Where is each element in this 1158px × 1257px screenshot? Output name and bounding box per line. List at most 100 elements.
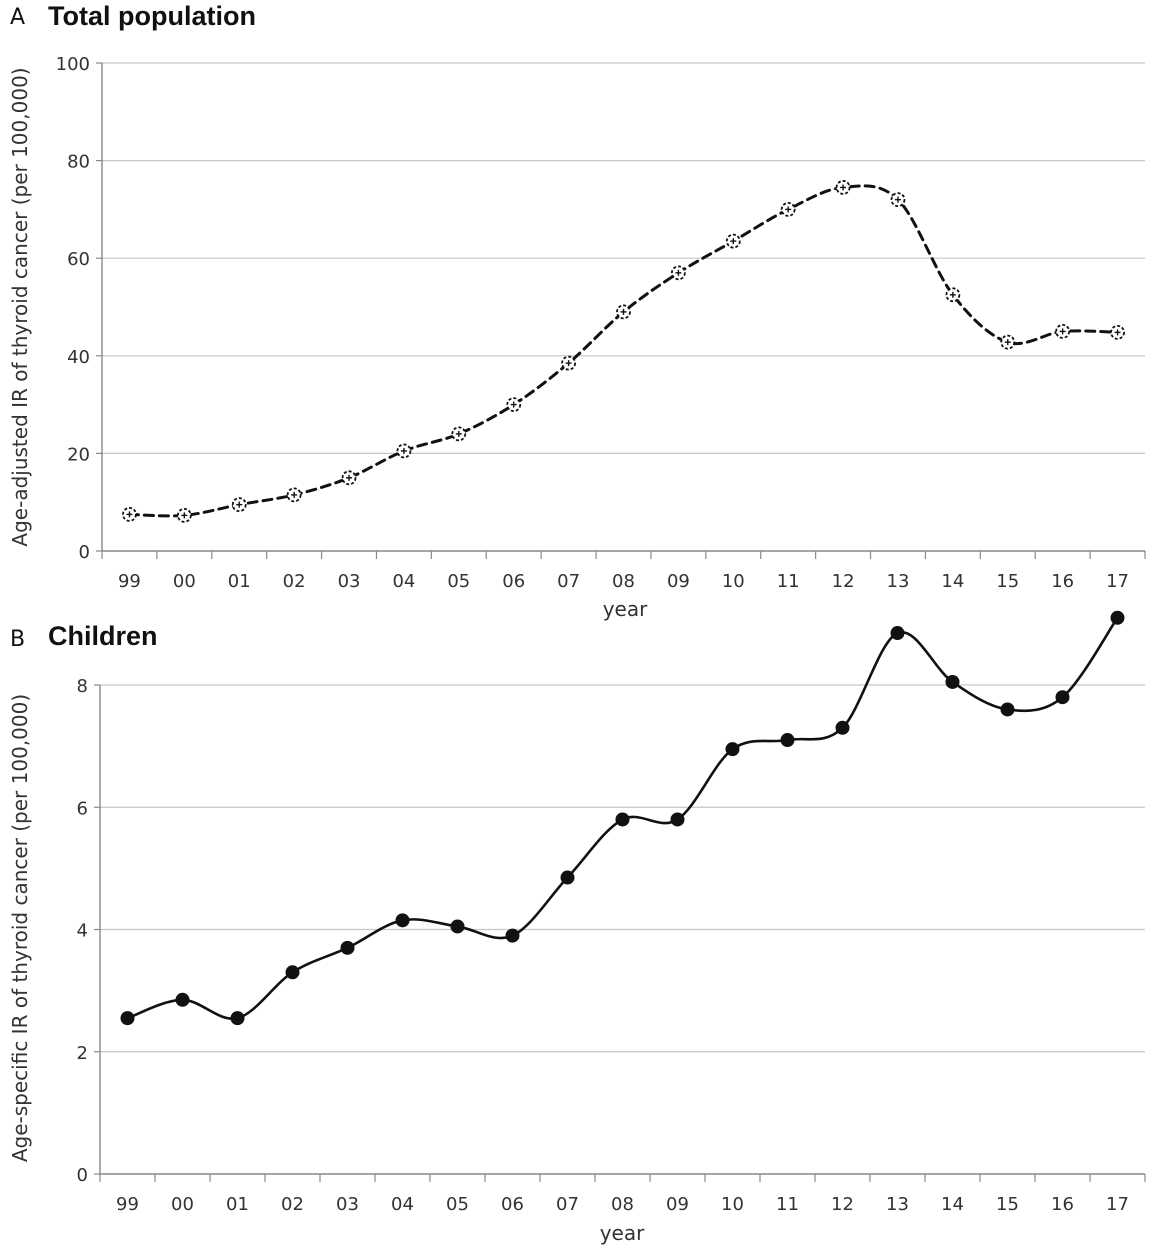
x-tick-label-a-03: 03 <box>338 571 361 592</box>
x-tick-label-a-12: 12 <box>832 571 855 592</box>
data-point-a-13 <box>890 192 906 208</box>
x-tick-label-a-11: 11 <box>777 571 800 592</box>
panel-a-gridlines <box>102 62 1145 454</box>
x-tick-label-b-00: 00 <box>171 1194 194 1215</box>
data-point-b-01 <box>230 1011 245 1026</box>
data-point-b-03 <box>340 940 355 955</box>
x-tick-label-b-16: 16 <box>1051 1194 1074 1215</box>
panel-a-series <box>122 180 1125 523</box>
data-point-a-12 <box>835 180 851 195</box>
data-point-a-01 <box>231 497 247 513</box>
x-tick-label-b-10: 10 <box>721 1194 744 1215</box>
y-tick-label-b-6: 6 <box>77 798 88 819</box>
x-tick-label-a-02: 02 <box>283 571 306 592</box>
y-tick-label-b-8: 8 <box>77 676 88 697</box>
y-tick-label-a-0: 0 <box>79 542 90 563</box>
data-point-a-11 <box>780 201 796 217</box>
x-tick-label-a-14: 14 <box>941 571 964 592</box>
data-point-b-16 <box>1055 690 1070 705</box>
x-tick-label-b-08: 08 <box>611 1194 634 1215</box>
y-tick-label-b-0: 0 <box>77 1165 88 1186</box>
panel-b-x-tick-labels: 99 00 01 02 03 04 05 06 07 08 09 10 11 12 13 14 15 16 17 <box>116 1194 1129 1215</box>
x-tick-label-a-04: 04 <box>392 571 415 592</box>
x-tick-label-a-99: 99 <box>118 571 141 592</box>
series-line-a-0 <box>127 184 1120 518</box>
data-point-a-07 <box>561 355 577 371</box>
x-tick-label-a-01: 01 <box>228 571 251 592</box>
data-point-a-06 <box>506 397 522 413</box>
data-point-b-04 <box>395 913 410 928</box>
panel-a-axes <box>96 62 1146 559</box>
panel-b-y-axis-title: Age-specific IR of thyroid cancer (per 1… <box>8 694 32 1162</box>
x-tick-label-b-04: 04 <box>391 1194 414 1215</box>
data-point-a-15 <box>1000 334 1016 350</box>
x-tick-label-a-15: 15 <box>996 571 1019 592</box>
data-point-b-99 <box>120 1011 135 1026</box>
x-tick-label-a-05: 05 <box>447 571 470 592</box>
data-point-b-00 <box>175 992 190 1007</box>
y-tick-label-b-4: 4 <box>77 921 88 942</box>
x-tick-label-a-08: 08 <box>612 571 635 592</box>
x-tick-label-b-06: 06 <box>501 1194 524 1215</box>
data-point-b-06 <box>505 928 520 943</box>
x-tick-label-a-06: 06 <box>502 571 525 592</box>
data-point-b-07 <box>560 870 575 885</box>
x-tick-label-b-09: 09 <box>666 1194 689 1215</box>
x-tick-label-b-02: 02 <box>281 1194 304 1215</box>
data-point-b-10 <box>725 742 740 757</box>
data-point-b-02 <box>285 965 300 980</box>
x-tick-label-a-17: 17 <box>1106 571 1129 592</box>
data-point-a-10 <box>725 233 741 249</box>
x-tick-label-b-01: 01 <box>226 1194 249 1215</box>
panel-b-series <box>120 610 1125 1026</box>
x-tick-label-b-05: 05 <box>446 1194 469 1215</box>
x-tick-label-b-12: 12 <box>831 1194 854 1215</box>
x-tick-label-a-10: 10 <box>722 571 745 592</box>
panel-b-title: Children <box>48 621 158 651</box>
x-tick-label-b-07: 07 <box>556 1194 579 1215</box>
data-point-a-05 <box>451 426 467 442</box>
x-tick-label-b-17: 17 <box>1106 1194 1129 1215</box>
panel-a-x-axis-title: year <box>603 597 648 621</box>
panel-a-title: Total population <box>48 1 256 31</box>
panel-a-x-tick-labels: 99 00 01 02 03 04 05 06 07 08 09 10 11 12 13 14 15 16 17 <box>118 571 1129 592</box>
panel-a-chart: A Total population 0 20 40 60 80 100 99 00 01 02… <box>8 1 1146 621</box>
panel-a-letter: A <box>10 5 25 30</box>
data-point-a-17 <box>1110 324 1125 340</box>
panel-a-y-tick-labels: 0 20 40 60 80 100 <box>56 54 90 563</box>
data-point-b-12 <box>835 720 850 735</box>
data-point-b-15 <box>1000 702 1015 717</box>
data-point-b-14 <box>945 674 960 689</box>
y-tick-label-a-40: 40 <box>67 347 90 368</box>
x-tick-label-b-03: 03 <box>336 1194 359 1215</box>
data-point-b-05 <box>450 919 465 934</box>
data-point-b-08 <box>615 812 630 827</box>
x-tick-label-a-16: 16 <box>1051 571 1074 592</box>
y-tick-label-a-20: 20 <box>67 444 90 465</box>
data-point-a-99 <box>122 507 137 522</box>
data-point-a-00 <box>176 507 192 523</box>
x-tick-label-b-11: 11 <box>776 1194 799 1215</box>
x-tick-label-a-09: 09 <box>667 571 690 592</box>
y-tick-label-b-2: 2 <box>77 1043 88 1064</box>
data-point-a-02 <box>286 487 302 503</box>
data-point-a-03 <box>341 470 357 486</box>
panel-b-x-axis-title: year <box>600 1221 645 1245</box>
panel-b-letter: B <box>10 627 25 652</box>
data-point-a-08 <box>616 304 631 320</box>
x-tick-label-b-13: 13 <box>886 1194 909 1215</box>
y-tick-label-a-100: 100 <box>56 54 90 75</box>
x-tick-label-a-13: 13 <box>887 571 910 592</box>
x-tick-label-b-15: 15 <box>996 1194 1019 1215</box>
panel-a-y-axis-title: Age-adjusted IR of thyroid cancer (per 1… <box>8 67 32 546</box>
panel-b-gridlines <box>100 684 1145 1053</box>
data-point-a-09 <box>670 265 686 281</box>
data-point-a-04 <box>396 443 412 459</box>
data-point-a-16 <box>1055 323 1071 339</box>
panel-b-axes <box>94 684 1146 1182</box>
data-point-b-17 <box>1110 610 1125 625</box>
panel-b-y-tick-labels: 0 2 4 6 8 <box>77 676 88 1186</box>
